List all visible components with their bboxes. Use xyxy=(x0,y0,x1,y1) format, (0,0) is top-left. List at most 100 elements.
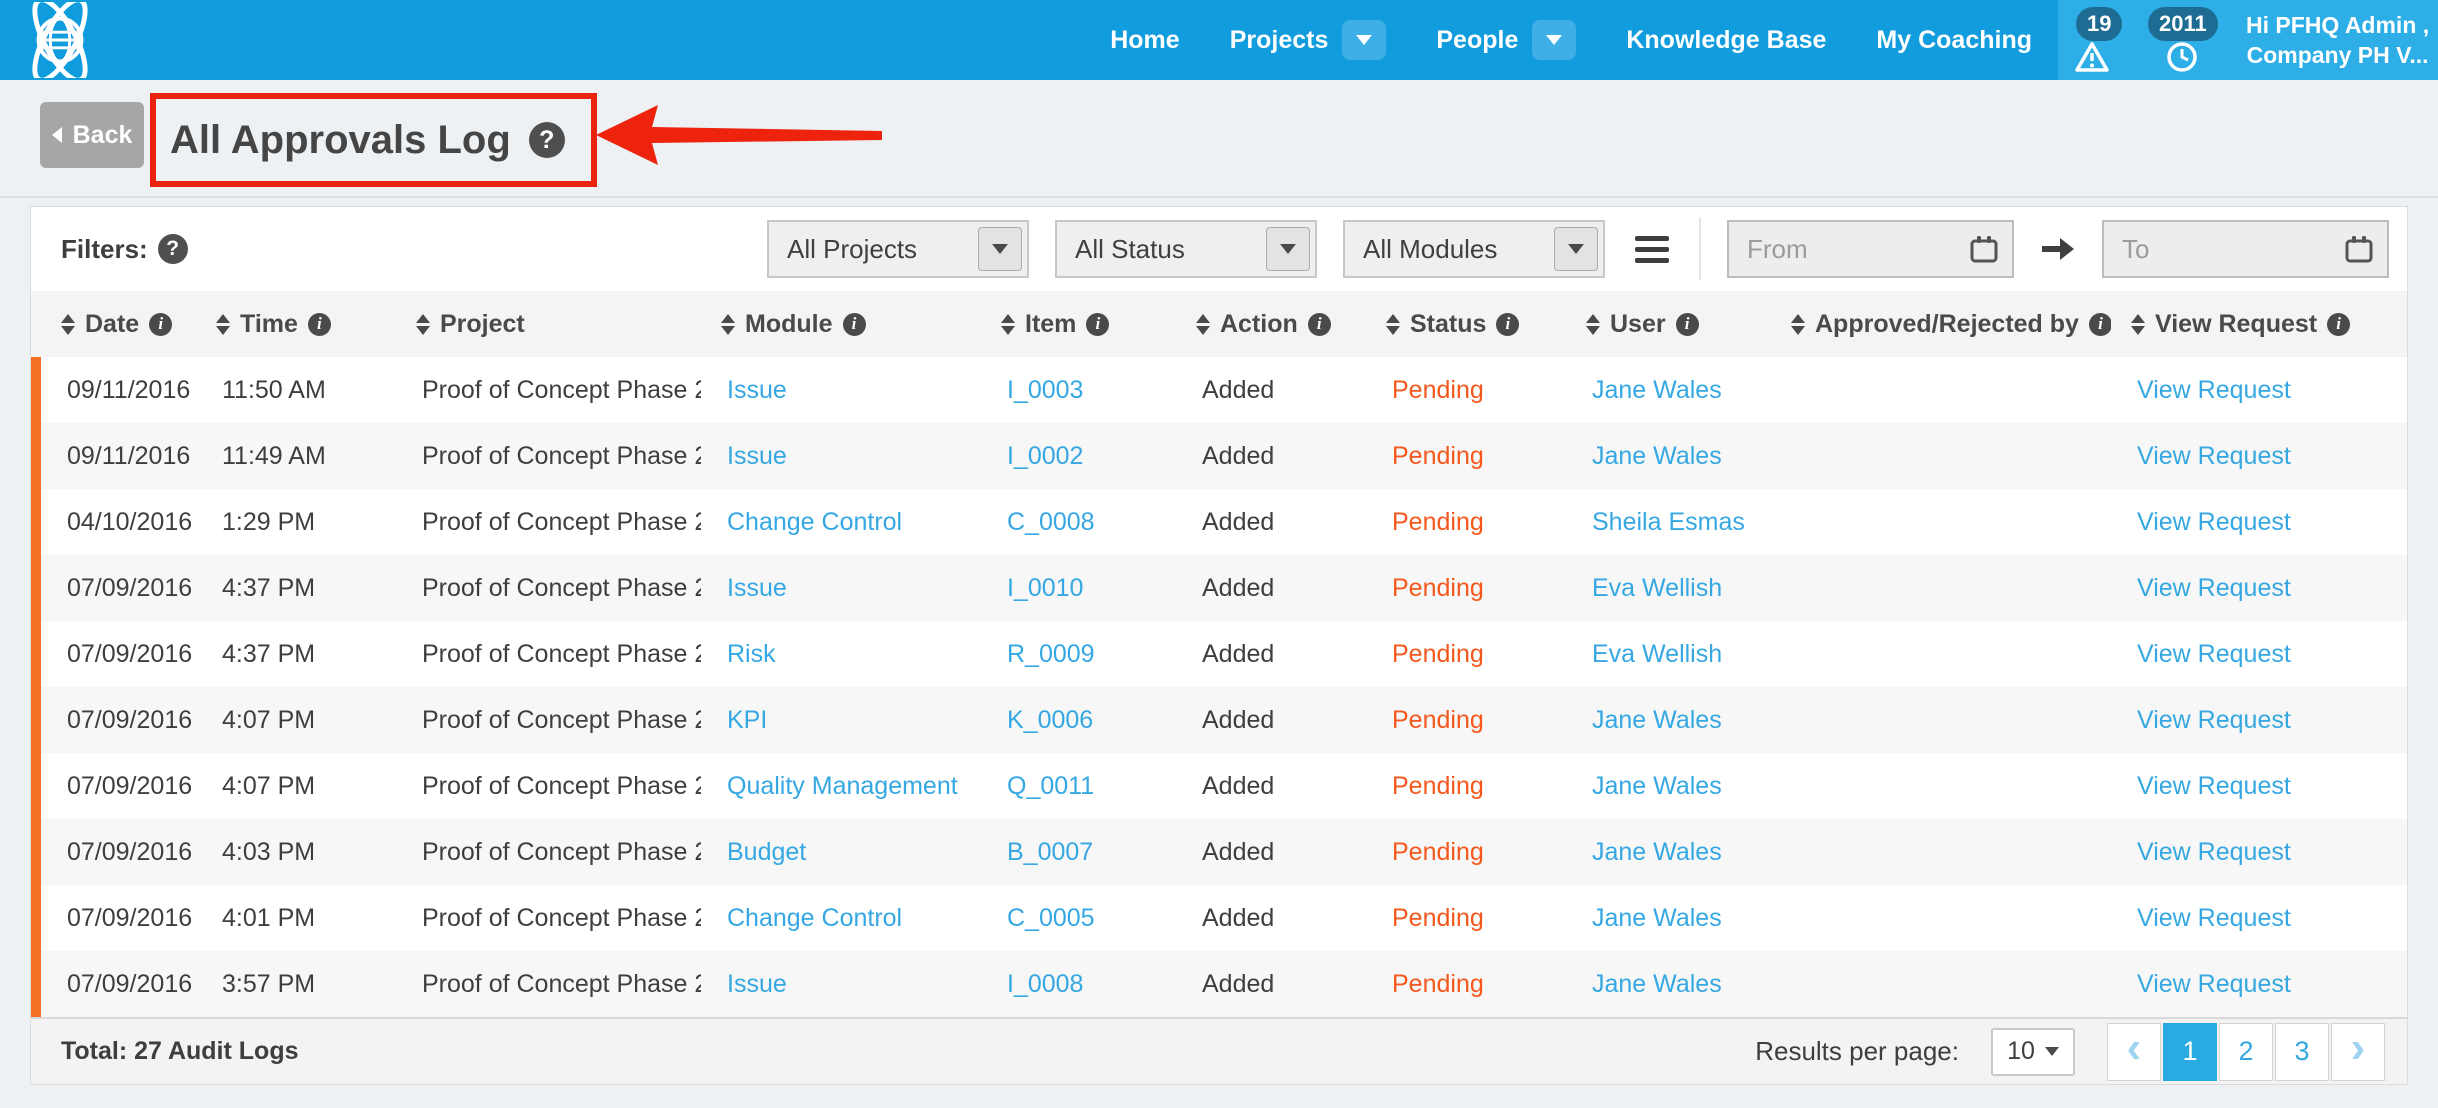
page-button-3[interactable]: 3 xyxy=(2275,1022,2329,1081)
info-icon[interactable] xyxy=(1307,312,1331,336)
column-header[interactable]: Project xyxy=(396,291,701,357)
user-link[interactable]: Jane Wales xyxy=(1592,837,1722,866)
user-link[interactable]: Jane Wales xyxy=(1592,441,1722,470)
next-page-button[interactable] xyxy=(2331,1022,2385,1081)
date-to-input[interactable] xyxy=(2104,233,2344,265)
cell-approved-by xyxy=(1771,951,2111,1017)
column-header-label: View Request xyxy=(2155,309,2318,338)
info-icon[interactable] xyxy=(307,312,331,336)
view-request-link[interactable]: View Request xyxy=(2137,837,2291,866)
module-link[interactable]: Quality Management xyxy=(727,771,958,800)
date-to-field[interactable] xyxy=(2102,220,2389,278)
item-link[interactable]: B_0007 xyxy=(1007,837,1094,866)
user-link[interactable]: Eva Wellish xyxy=(1592,639,1723,668)
view-request-link[interactable]: View Request xyxy=(2137,375,2291,404)
cell-approved-by xyxy=(1771,423,2111,489)
module-link[interactable]: KPI xyxy=(727,705,768,734)
user-link[interactable]: Jane Wales xyxy=(1592,705,1722,734)
nav-item-my-coaching[interactable]: My Coaching xyxy=(1876,25,2032,54)
view-request-link[interactable]: View Request xyxy=(2137,903,2291,932)
user-link[interactable]: Jane Wales xyxy=(1592,375,1722,404)
view-request-link[interactable]: View Request xyxy=(2137,705,2291,734)
view-request-link[interactable]: View Request xyxy=(2137,771,2291,800)
module-link[interactable]: Issue xyxy=(727,375,787,404)
page-button-1[interactable]: 1 xyxy=(2163,1022,2217,1081)
module-link[interactable]: Risk xyxy=(727,639,776,668)
user-link[interactable]: Jane Wales xyxy=(1592,771,1722,800)
help-icon[interactable] xyxy=(528,122,565,158)
module-link[interactable]: Change Control xyxy=(727,903,903,932)
view-request-link[interactable]: View Request xyxy=(2137,573,2291,602)
item-link[interactable]: Q_0011 xyxy=(1007,771,1095,800)
module-link[interactable]: Issue xyxy=(727,573,787,602)
view-request-link[interactable]: View Request xyxy=(2137,639,2291,668)
nav-item-projects[interactable]: Projects xyxy=(1229,25,1329,54)
view-request-link[interactable]: View Request xyxy=(2137,441,2291,470)
time-notification[interactable]: 2011 xyxy=(2144,7,2236,73)
people-dropdown-button[interactable] xyxy=(1532,20,1577,60)
user-menu[interactable]: Hi PFHQ Admin , Company PH V... xyxy=(2246,10,2429,70)
info-icon[interactable] xyxy=(149,312,173,336)
page-size-value: 10 xyxy=(2007,1037,2035,1065)
user-link[interactable]: Jane Wales xyxy=(1592,903,1722,932)
status-filter-select[interactable]: All Status xyxy=(1055,220,1317,278)
status-badge: Pending xyxy=(1392,837,1484,866)
calendar-icon[interactable] xyxy=(1969,234,1999,264)
column-header[interactable]: Item xyxy=(981,291,1176,357)
arrow-right-icon xyxy=(2040,234,2076,264)
view-request-link[interactable]: View Request xyxy=(2137,507,2291,536)
column-header[interactable]: User xyxy=(1566,291,1771,357)
module-link[interactable]: Budget xyxy=(727,837,807,866)
nav-item-people[interactable]: People xyxy=(1436,25,1519,54)
item-link[interactable]: R_0009 xyxy=(1007,639,1095,668)
column-header[interactable]: Action xyxy=(1176,291,1366,357)
view-request-link[interactable]: View Request xyxy=(2137,969,2291,998)
user-link[interactable]: Jane Wales xyxy=(1592,969,1722,998)
module-link[interactable]: Issue xyxy=(727,441,787,470)
column-header[interactable]: Status xyxy=(1366,291,1566,357)
page-button-2[interactable]: 2 xyxy=(2219,1022,2273,1081)
item-link[interactable]: I_0003 xyxy=(1007,375,1084,404)
nav-item-home[interactable]: Home xyxy=(1110,25,1180,54)
column-header[interactable]: Date xyxy=(41,291,196,357)
project-filter-select[interactable]: All Projects xyxy=(767,220,1029,278)
date-from-input[interactable] xyxy=(1729,233,1969,265)
results-per-page-label: Results per page: xyxy=(1755,1036,1959,1066)
module-link[interactable]: Issue xyxy=(727,969,787,998)
info-icon[interactable] xyxy=(1496,312,1520,336)
back-button[interactable]: Back xyxy=(40,102,144,168)
info-icon[interactable] xyxy=(2327,312,2351,336)
table-body: 09/11/2016 11:50 AM Proof of Concept Pha… xyxy=(31,357,2407,1017)
user-link[interactable]: Eva Wellish xyxy=(1592,573,1723,602)
item-link[interactable]: I_0002 xyxy=(1007,441,1084,470)
page-size-select[interactable]: 10 xyxy=(1991,1027,2075,1076)
column-header[interactable]: Module xyxy=(701,291,981,357)
module-link[interactable]: Change Control xyxy=(727,507,903,536)
item-link[interactable]: K_0006 xyxy=(1007,705,1094,734)
user-company: Company PH V... xyxy=(2246,42,2429,68)
item-link[interactable]: C_0008 xyxy=(1007,507,1095,536)
item-link[interactable]: I_0010 xyxy=(1007,573,1084,602)
module-filter-select[interactable]: All Modules xyxy=(1343,220,1605,278)
filters-help-icon[interactable] xyxy=(157,234,188,264)
alerts-notification[interactable]: 19 xyxy=(2072,7,2134,73)
column-header[interactable]: Time xyxy=(196,291,396,357)
date-from-field[interactable] xyxy=(1727,220,2014,278)
column-header[interactable]: View Request xyxy=(2111,291,2409,357)
column-header[interactable]: Approved/Rejected by xyxy=(1771,291,2111,357)
item-link[interactable]: C_0005 xyxy=(1007,903,1095,932)
nav-item-knowledge-base[interactable]: Knowledge Base xyxy=(1626,25,1827,54)
info-icon[interactable] xyxy=(2088,312,2111,336)
logo-link[interactable] xyxy=(0,0,120,80)
item-link[interactable]: I_0008 xyxy=(1007,969,1084,998)
previous-page-button[interactable] xyxy=(2107,1022,2161,1081)
info-icon[interactable] xyxy=(842,312,866,336)
info-icon[interactable] xyxy=(1086,312,1110,336)
user-link[interactable]: Sheila Esmas xyxy=(1592,507,1745,536)
calendar-icon[interactable] xyxy=(2344,234,2374,264)
projects-dropdown-button[interactable] xyxy=(1342,20,1387,60)
table-row: 07/09/2016 4:07 PM Proof of Concept Phas… xyxy=(41,753,2407,819)
table-row: 07/09/2016 3:57 PM Proof of Concept Phas… xyxy=(41,951,2407,1017)
menu-toggle-button[interactable] xyxy=(1631,232,1673,267)
info-icon[interactable] xyxy=(1675,312,1699,336)
